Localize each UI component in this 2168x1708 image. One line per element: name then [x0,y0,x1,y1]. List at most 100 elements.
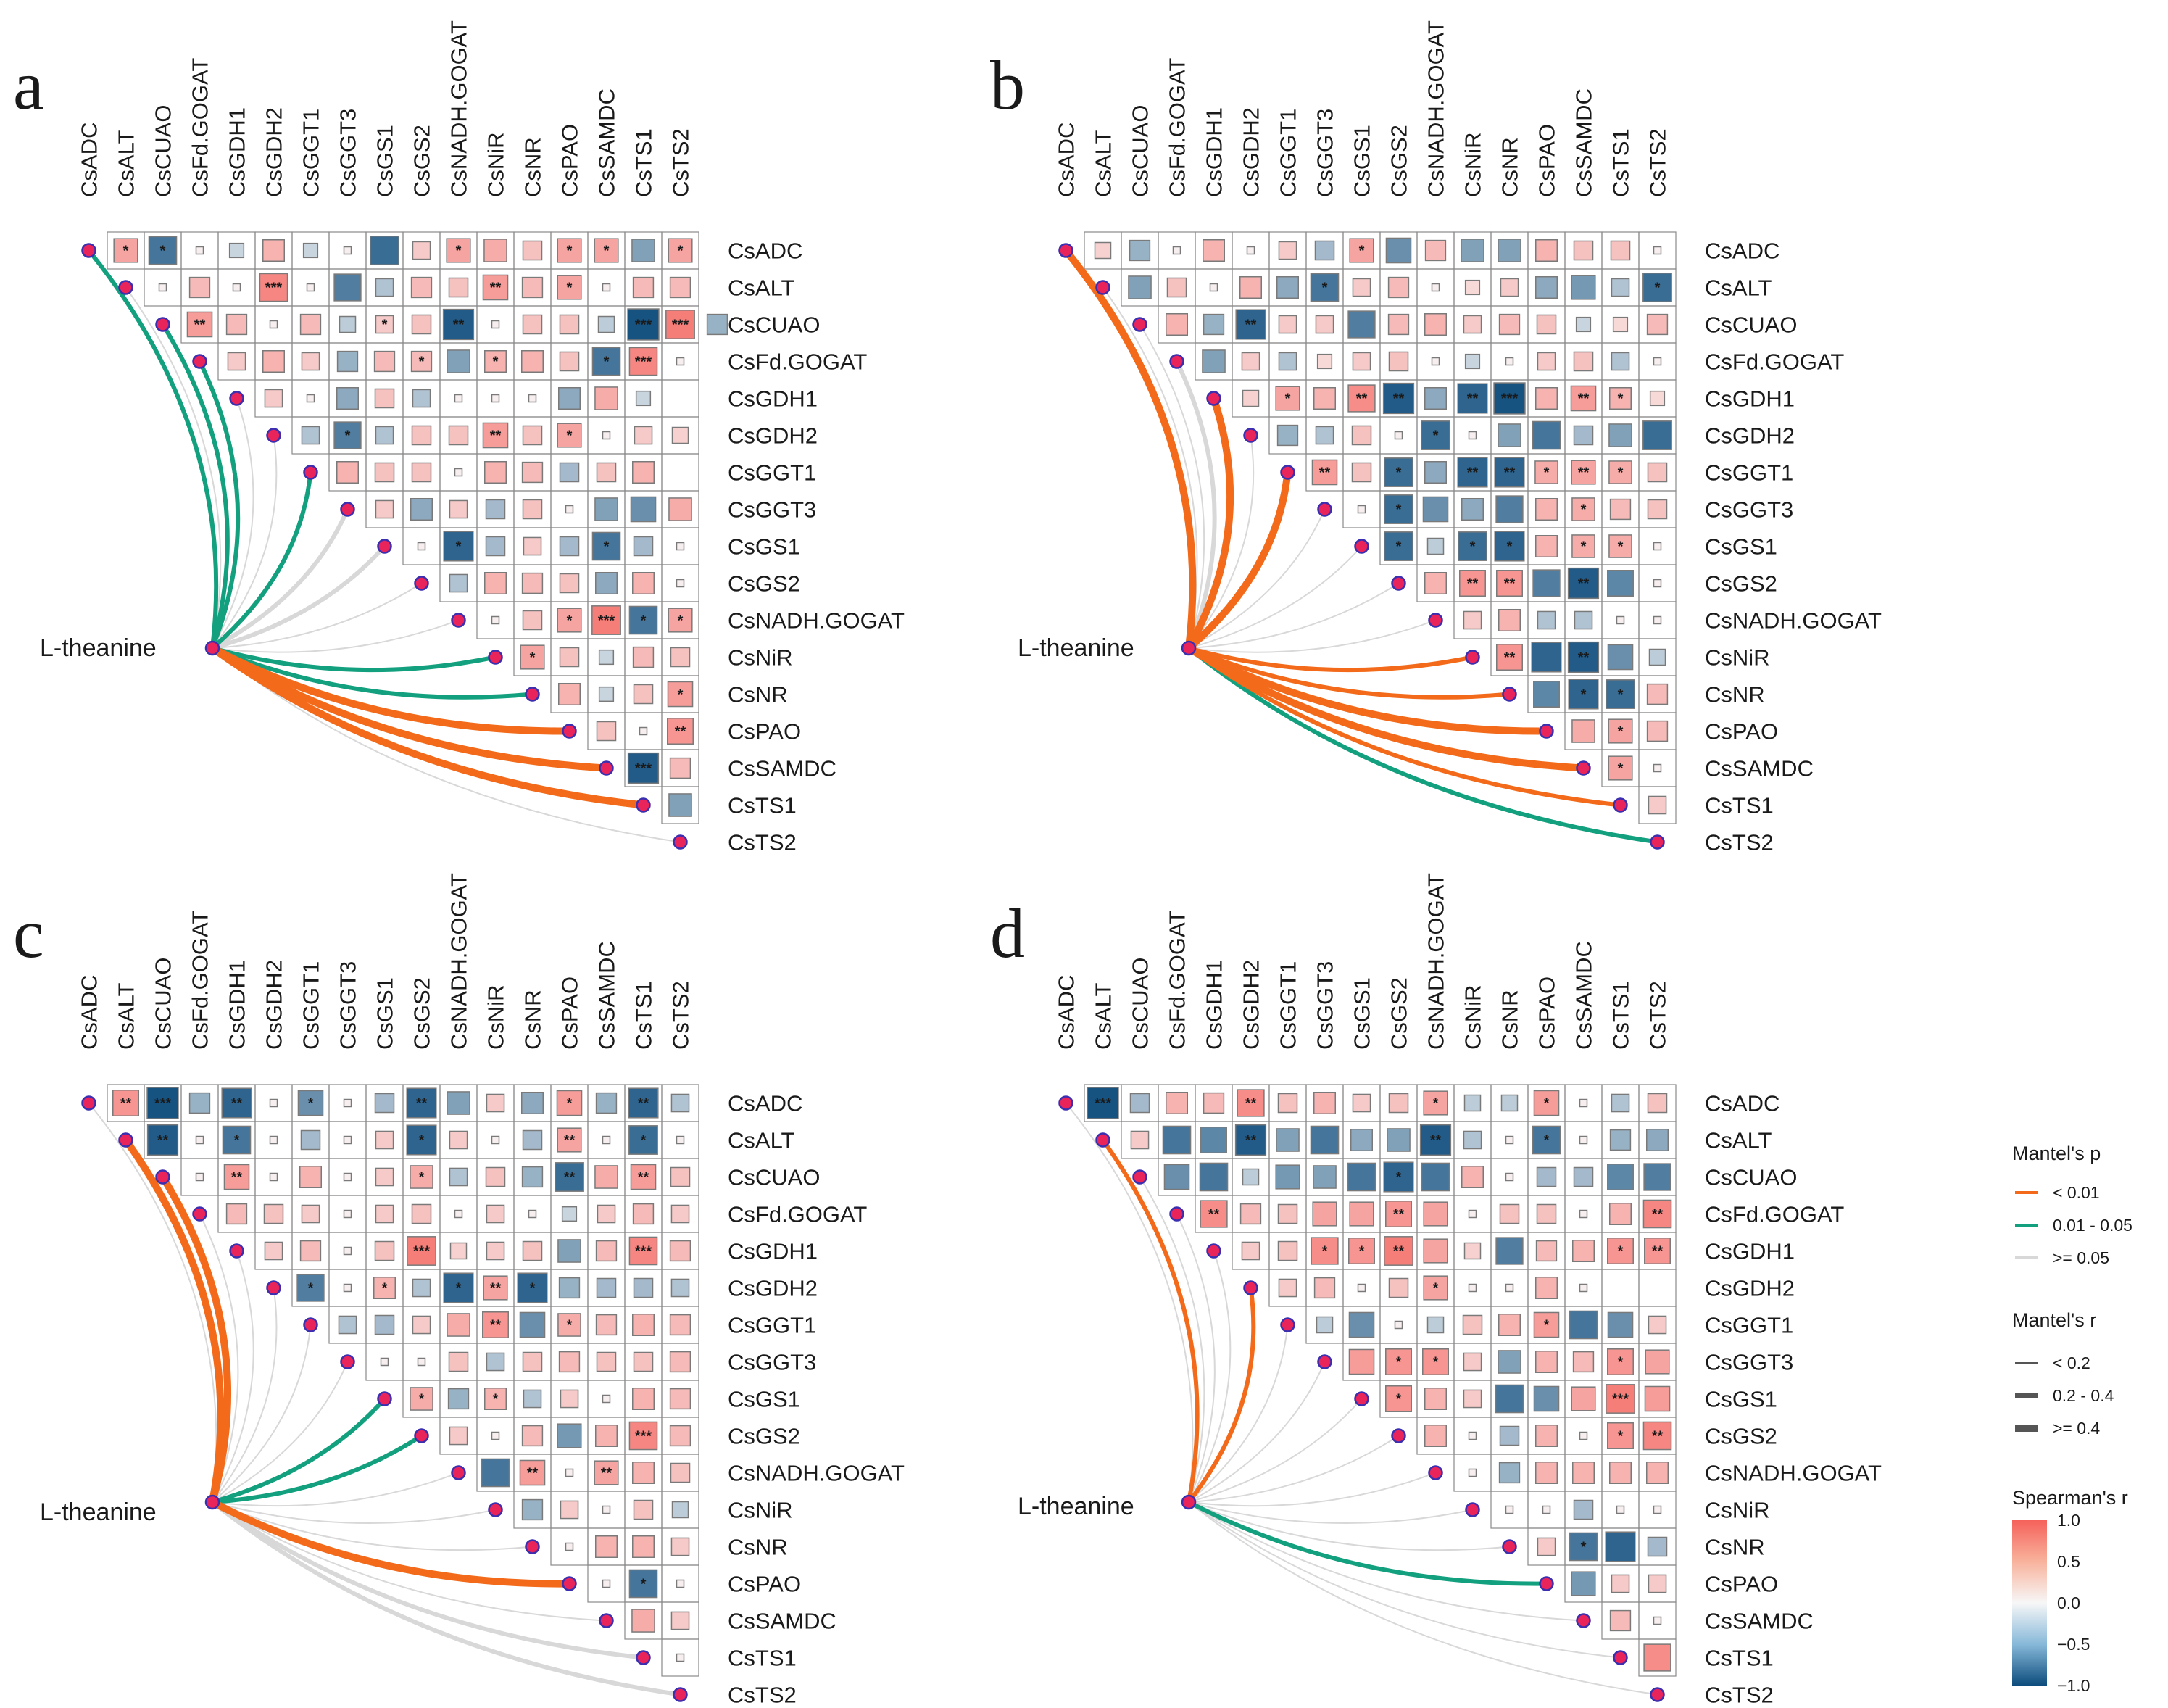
cell-CsADC-CsTS1 [628,1087,659,1119]
mantel-link-CsCUAO [1139,1176,1205,1503]
cell-CsNADH.GOGAT-CsPAO [1534,1461,1558,1485]
sig-CsFd.GOGAT-CsGDH1: ** [1208,1207,1220,1223]
spearman-title: Spearman's r [2012,1487,2128,1509]
cell-CsGS2-CsTS2 [1653,579,1662,588]
cell-CsNiR-CsTS1 [1607,644,1634,671]
col-label-CsFd.GOGAT: CsFd.GOGAT [188,911,213,1050]
cell-CsADC-CsGGT3 [343,246,352,255]
cell-CsGGT1-CsNR [521,461,544,484]
gene-node-CsPAO [1539,1576,1554,1591]
mantel-link-CsGDH2 [212,1287,278,1503]
col-label-CsNR: CsNR [1498,990,1523,1050]
col-label-CsNADH.GOGAT: CsNADH.GOGAT [447,873,472,1050]
gene-node-CsPAO [562,1576,577,1591]
cell-CsCUAO-CsSAMDC [1575,316,1592,333]
sig-CsADC-CsGDH1: ** [231,1096,243,1112]
mantel-link-CsNADH.GOGAT [212,619,460,653]
sig-CsFd.GOGAT-CsSAMDC: * [604,355,610,370]
cell-CsCUAO-CsGS1 [1347,1162,1376,1192]
cell-CsGDH1-CsNADH.GOGAT [1423,1238,1448,1264]
cell-CsNR-CsTS2 [667,681,694,708]
theanine-node [1181,640,1197,656]
cell-CsGDH2-CsTS2 [671,426,689,444]
cell-CsFd.GOGAT-CsGS2 [410,350,433,373]
cell-CsGS2-CsNiR [1459,570,1486,597]
cell-CsALT-CsFd.GOGAT [195,1135,204,1145]
cell-CsNR-CsTS2 [670,1537,690,1556]
cell-CsALT-CsNR [521,276,544,299]
cell-CsNADH.GOGAT-CsSAMDC [591,605,621,635]
gene-node-CsCUAO [1132,1169,1147,1185]
mantel-link-CsNADH.GOGAT [212,1472,460,1507]
gene-node-CsGS1 [1354,1391,1369,1406]
sig-CsCUAO-CsTS1: *** [635,318,652,333]
cell-CsADC-CsGS2 [1385,237,1412,264]
cell-CsGS1-CsPAO [1533,1385,1560,1412]
cell-CsADC-CsGGT1 [1278,241,1297,260]
cell-CsADC-CsGDH2 [1237,1089,1265,1117]
cell-CsGDH1-CsGGT1 [1277,1240,1298,1261]
col-label-CsGGT1: CsGGT1 [299,961,324,1050]
mantel-link-CsGS1 [1188,545,1363,649]
cell-CsNADH.GOGAT-CsNiR [1468,1468,1477,1477]
mantel-links-c [88,1102,683,1697]
col-label-CsGDH2: CsGDH2 [1239,107,1264,197]
sig-CsCUAO-CsGS1: * [382,318,388,333]
sig-CsFd.GOGAT-CsGS2: * [419,355,425,370]
cell-CsNR-CsSAMDC [594,1535,618,1559]
cell-CsGDH2-CsGS1 [1357,1283,1366,1293]
gene-node-CsGGT1 [303,465,318,480]
mantel-link-CsNR [1187,646,1512,700]
sig-CsNADH.GOGAT-CsSAMDC: *** [598,613,615,629]
sig-CsADC-CsALT: *** [1095,1096,1112,1112]
theanine-node [1181,1494,1197,1510]
sig-CsALT-CsGGT3: * [1322,281,1328,297]
cell-CsADC-CsGS1 [370,236,399,265]
col-label-CsGGT3: CsGGT3 [336,109,361,197]
cell-CsGDH1-CsGGT3 [1313,386,1337,410]
sig-CsGDH1-CsTS1: * [1618,391,1624,407]
cell-CsCUAO-CsNiR [485,1166,506,1187]
mantel-link-CsFd.GOGAT [199,1213,239,1503]
gene-node-CsGDH2 [266,428,281,443]
cell-CsCUAO-CsGGT1 [299,313,322,336]
cell-CsNADH.GOGAT-CsNR [519,1459,546,1486]
cell-CsGS2-CsTS1 [1607,1422,1634,1449]
cell-CsGDH1-CsPAO [1535,1240,1558,1262]
mantel-link-CsALT [125,286,222,649]
cell-CsALT-CsGS2 [1387,1128,1411,1152]
cell-CsGDH1-CsGGT3 [1311,1237,1339,1265]
cell-CsCUAO-CsNADH.GOGAT [1424,312,1448,336]
col-label-CsSAMDC: CsSAMDC [594,88,620,197]
mantel-link-CsGDH1 [212,397,254,649]
cell-CsALT-CsNR [1505,1135,1514,1145]
sig-CsFd.GOGAT-CsGS2: ** [1393,1207,1405,1223]
cell-CsGGT3-CsPAO [1534,497,1558,521]
cell-CsSAMDC-CsTS2 [669,757,691,779]
row-label-CsALT: CsALT [1705,275,1772,301]
sig-CsGS1-CsGS2: * [1396,1392,1402,1408]
sig-CsNR-CsSAMDC: * [1581,1540,1587,1556]
cell-CsCUAO-CsFd.GOGAT [1165,312,1189,336]
col-label-CsTS2: CsTS2 [1645,981,1671,1050]
spearman-tick-4: −0.5 [2057,1635,2090,1654]
sig-CsADC-CsGGT1: * [308,1096,314,1112]
sig-CsSAMDC-CsTS1: *** [635,761,652,777]
cell-CsALT-CsTS2 [669,276,691,299]
cell-CsGDH2-CsNADH.GOGAT [1423,1275,1448,1301]
cell-CsFd.GOGAT-CsGS1 [373,350,396,373]
mantel-link-CsGDH2 [212,434,278,649]
row-label-CsNADH.GOGAT: CsNADH.GOGAT [1705,1461,1882,1486]
mantel-link-CsALT [122,1136,225,1506]
cell-CsFd.GOGAT-CsTS2 [1642,1199,1672,1229]
sig-CsGDH2-CsNADH.GOGAT: * [1433,1281,1439,1297]
cell-CsNADH.GOGAT-CsTS2 [1653,615,1662,625]
mantel-link-CsCUAO [159,1173,232,1506]
cell-CsFd.GOGAT-CsGDH2 [263,1203,284,1224]
cell-CsALT-CsTS2 [676,1135,685,1145]
row-label-CsTS1: CsTS1 [728,793,797,818]
cell-CsNiR-CsSAMDC [598,649,615,666]
cell-CsGDH1-CsGGT1 [1275,386,1300,411]
cell-CsNR-CsPAO [1533,681,1560,708]
row-label-CsCUAO: CsCUAO [1705,312,1797,338]
